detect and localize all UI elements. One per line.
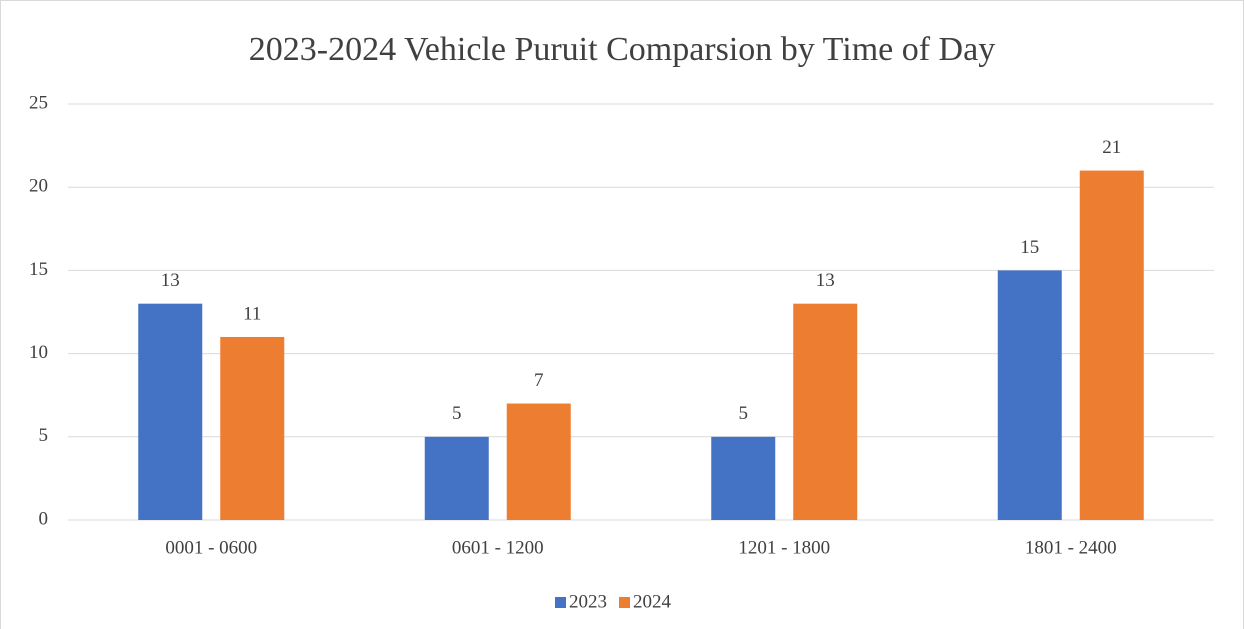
x-tick-label: 0601 - 1200 — [452, 537, 544, 558]
y-tick-label: 20 — [29, 176, 48, 197]
x-tick-label: 1801 - 2400 — [1025, 537, 1117, 558]
data-label: 5 — [739, 403, 749, 424]
data-label: 11 — [243, 303, 261, 324]
x-tick-label: 0001 - 0600 — [165, 537, 257, 558]
bar — [1079, 170, 1144, 520]
bar — [138, 303, 203, 520]
data-label: 7 — [534, 370, 544, 391]
data-label: 13 — [161, 270, 180, 291]
bar — [424, 436, 489, 520]
legend-label: 2023 — [569, 591, 607, 612]
y-tick-label: 15 — [29, 259, 48, 280]
bar — [793, 303, 858, 520]
x-tick-label: 1201 - 1800 — [738, 537, 830, 558]
legend-swatch — [619, 597, 630, 608]
bar — [506, 403, 571, 520]
legend-swatch — [555, 597, 566, 608]
bar — [997, 270, 1062, 520]
data-label: 21 — [1102, 137, 1121, 158]
legend-label: 2024 — [633, 591, 672, 612]
y-tick-label: 25 — [29, 92, 48, 113]
data-label: 15 — [1020, 237, 1039, 258]
chart-title: 2023-2024 Vehicle Puruit Comparsion by T… — [249, 31, 995, 68]
bar — [711, 436, 776, 520]
y-tick-label: 5 — [39, 425, 49, 446]
y-tick-label: 0 — [39, 508, 49, 529]
bar — [220, 336, 285, 520]
data-label: 13 — [816, 270, 835, 291]
data-label: 5 — [452, 403, 462, 424]
y-tick-label: 10 — [29, 342, 48, 363]
